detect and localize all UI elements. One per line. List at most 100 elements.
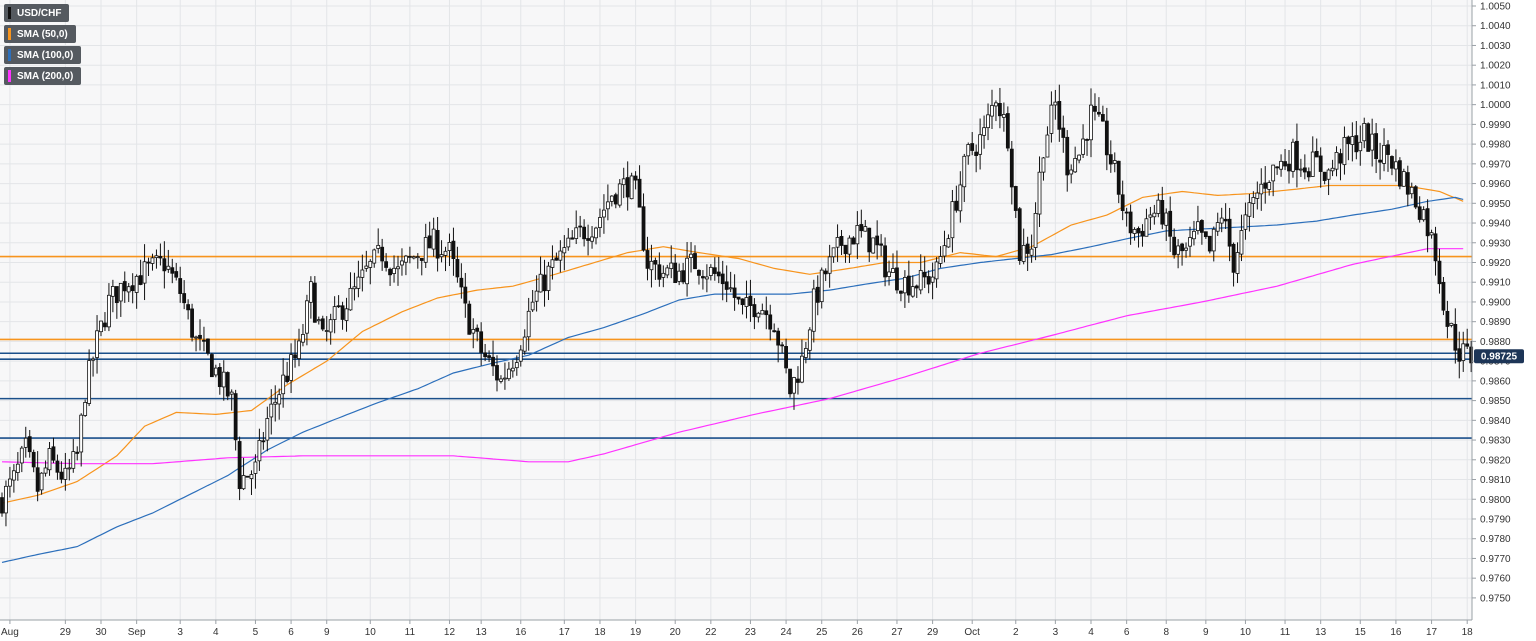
candle <box>1235 242 1240 284</box>
candle-body <box>495 365 499 381</box>
last-price-label: 0.98725 <box>1481 352 1518 363</box>
candle-body <box>776 330 781 346</box>
candle-body <box>883 245 887 278</box>
candle-body <box>483 352 488 358</box>
candle <box>1196 205 1200 235</box>
candle <box>1461 331 1466 372</box>
time-tick-label: Sep <box>128 627 146 638</box>
candle-body <box>1322 171 1327 181</box>
legend-item-sma-200[interactable]: SMA (200,0) <box>4 67 82 85</box>
legend-swatch <box>8 70 11 82</box>
candle-body <box>1291 141 1295 172</box>
candle-body <box>788 368 792 395</box>
legend-swatch <box>8 7 11 19</box>
candle-body <box>1275 166 1280 169</box>
candle <box>67 458 72 481</box>
candle <box>704 264 709 293</box>
candle-body <box>1358 141 1363 152</box>
candle-body <box>1148 214 1153 218</box>
candle-body <box>459 277 464 288</box>
candle <box>324 316 329 342</box>
candle <box>63 452 68 491</box>
time-tick-label: 30 <box>95 627 107 638</box>
candle <box>958 171 963 223</box>
time-tick-label: Oct <box>964 627 980 638</box>
price-tick-label: 0.9840 <box>1480 416 1511 427</box>
candle <box>1045 126 1050 158</box>
candle <box>423 223 428 268</box>
candle <box>625 161 630 211</box>
candle <box>1025 236 1030 271</box>
candle <box>1291 138 1295 178</box>
candle <box>1065 130 1070 192</box>
candle <box>994 100 998 122</box>
candle-body <box>352 286 357 290</box>
candle-body <box>641 206 646 251</box>
legend-item-sma-50[interactable]: SMA (50,0) <box>4 25 76 43</box>
candle-body <box>380 246 385 262</box>
candle <box>213 364 218 378</box>
candle <box>328 313 333 345</box>
candle <box>277 388 282 420</box>
candle <box>1449 322 1454 328</box>
candle <box>613 192 618 209</box>
candle <box>1306 167 1311 182</box>
candle <box>1346 135 1351 161</box>
price-tick-label: 0.9800 <box>1480 495 1511 506</box>
candle-body <box>895 267 899 291</box>
candle-body <box>487 355 491 358</box>
candle-body <box>748 295 753 306</box>
legend-item-sma-100[interactable]: SMA (100,0) <box>4 46 82 64</box>
candle-body <box>110 286 115 297</box>
candle-body <box>118 282 123 302</box>
candle-body <box>146 261 151 264</box>
candle <box>91 356 95 377</box>
candle-body <box>194 336 198 339</box>
candle-body <box>962 155 967 188</box>
price-tick-label: 0.9900 <box>1480 297 1511 308</box>
candle <box>107 283 111 332</box>
candle-body <box>162 258 167 272</box>
candle-body <box>1124 211 1129 214</box>
candle <box>209 353 214 378</box>
legend-label: SMA (200,0) <box>17 70 74 82</box>
candle-body <box>47 448 52 471</box>
time-tick-label: 12 <box>444 627 456 638</box>
candle <box>1049 91 1054 143</box>
candle <box>720 260 725 301</box>
candle-body <box>55 460 60 473</box>
candle-body <box>1029 248 1034 256</box>
candle <box>103 312 107 331</box>
candle <box>982 115 986 149</box>
candle-body <box>756 312 761 318</box>
candle-body <box>1394 161 1398 170</box>
candle <box>225 371 230 401</box>
candle-body <box>728 287 733 290</box>
candle <box>186 299 191 320</box>
candle <box>15 452 20 481</box>
candle-body <box>340 305 345 320</box>
candle-body <box>4 485 8 514</box>
candle <box>1469 340 1474 373</box>
candle <box>776 327 781 363</box>
legend-item-usdchf[interactable]: USD/CHF <box>4 4 70 22</box>
candle-body <box>43 467 48 474</box>
candle <box>1148 206 1153 230</box>
candle <box>859 209 864 238</box>
candle <box>1104 107 1109 171</box>
candle <box>914 284 919 299</box>
candle-body <box>1120 194 1125 211</box>
candle <box>962 153 967 203</box>
candle-body <box>447 242 452 251</box>
candle-body <box>863 226 868 232</box>
candle <box>1037 156 1042 228</box>
candle-body <box>427 235 432 249</box>
price-tick-label: 0.9810 <box>1480 475 1511 486</box>
candle <box>815 275 820 316</box>
candle-body <box>407 255 412 258</box>
time-tick-label: 22 <box>705 627 717 638</box>
candle-body <box>1370 133 1375 151</box>
price-tick-label: 1.0020 <box>1480 61 1511 72</box>
candle-body <box>1180 243 1184 252</box>
